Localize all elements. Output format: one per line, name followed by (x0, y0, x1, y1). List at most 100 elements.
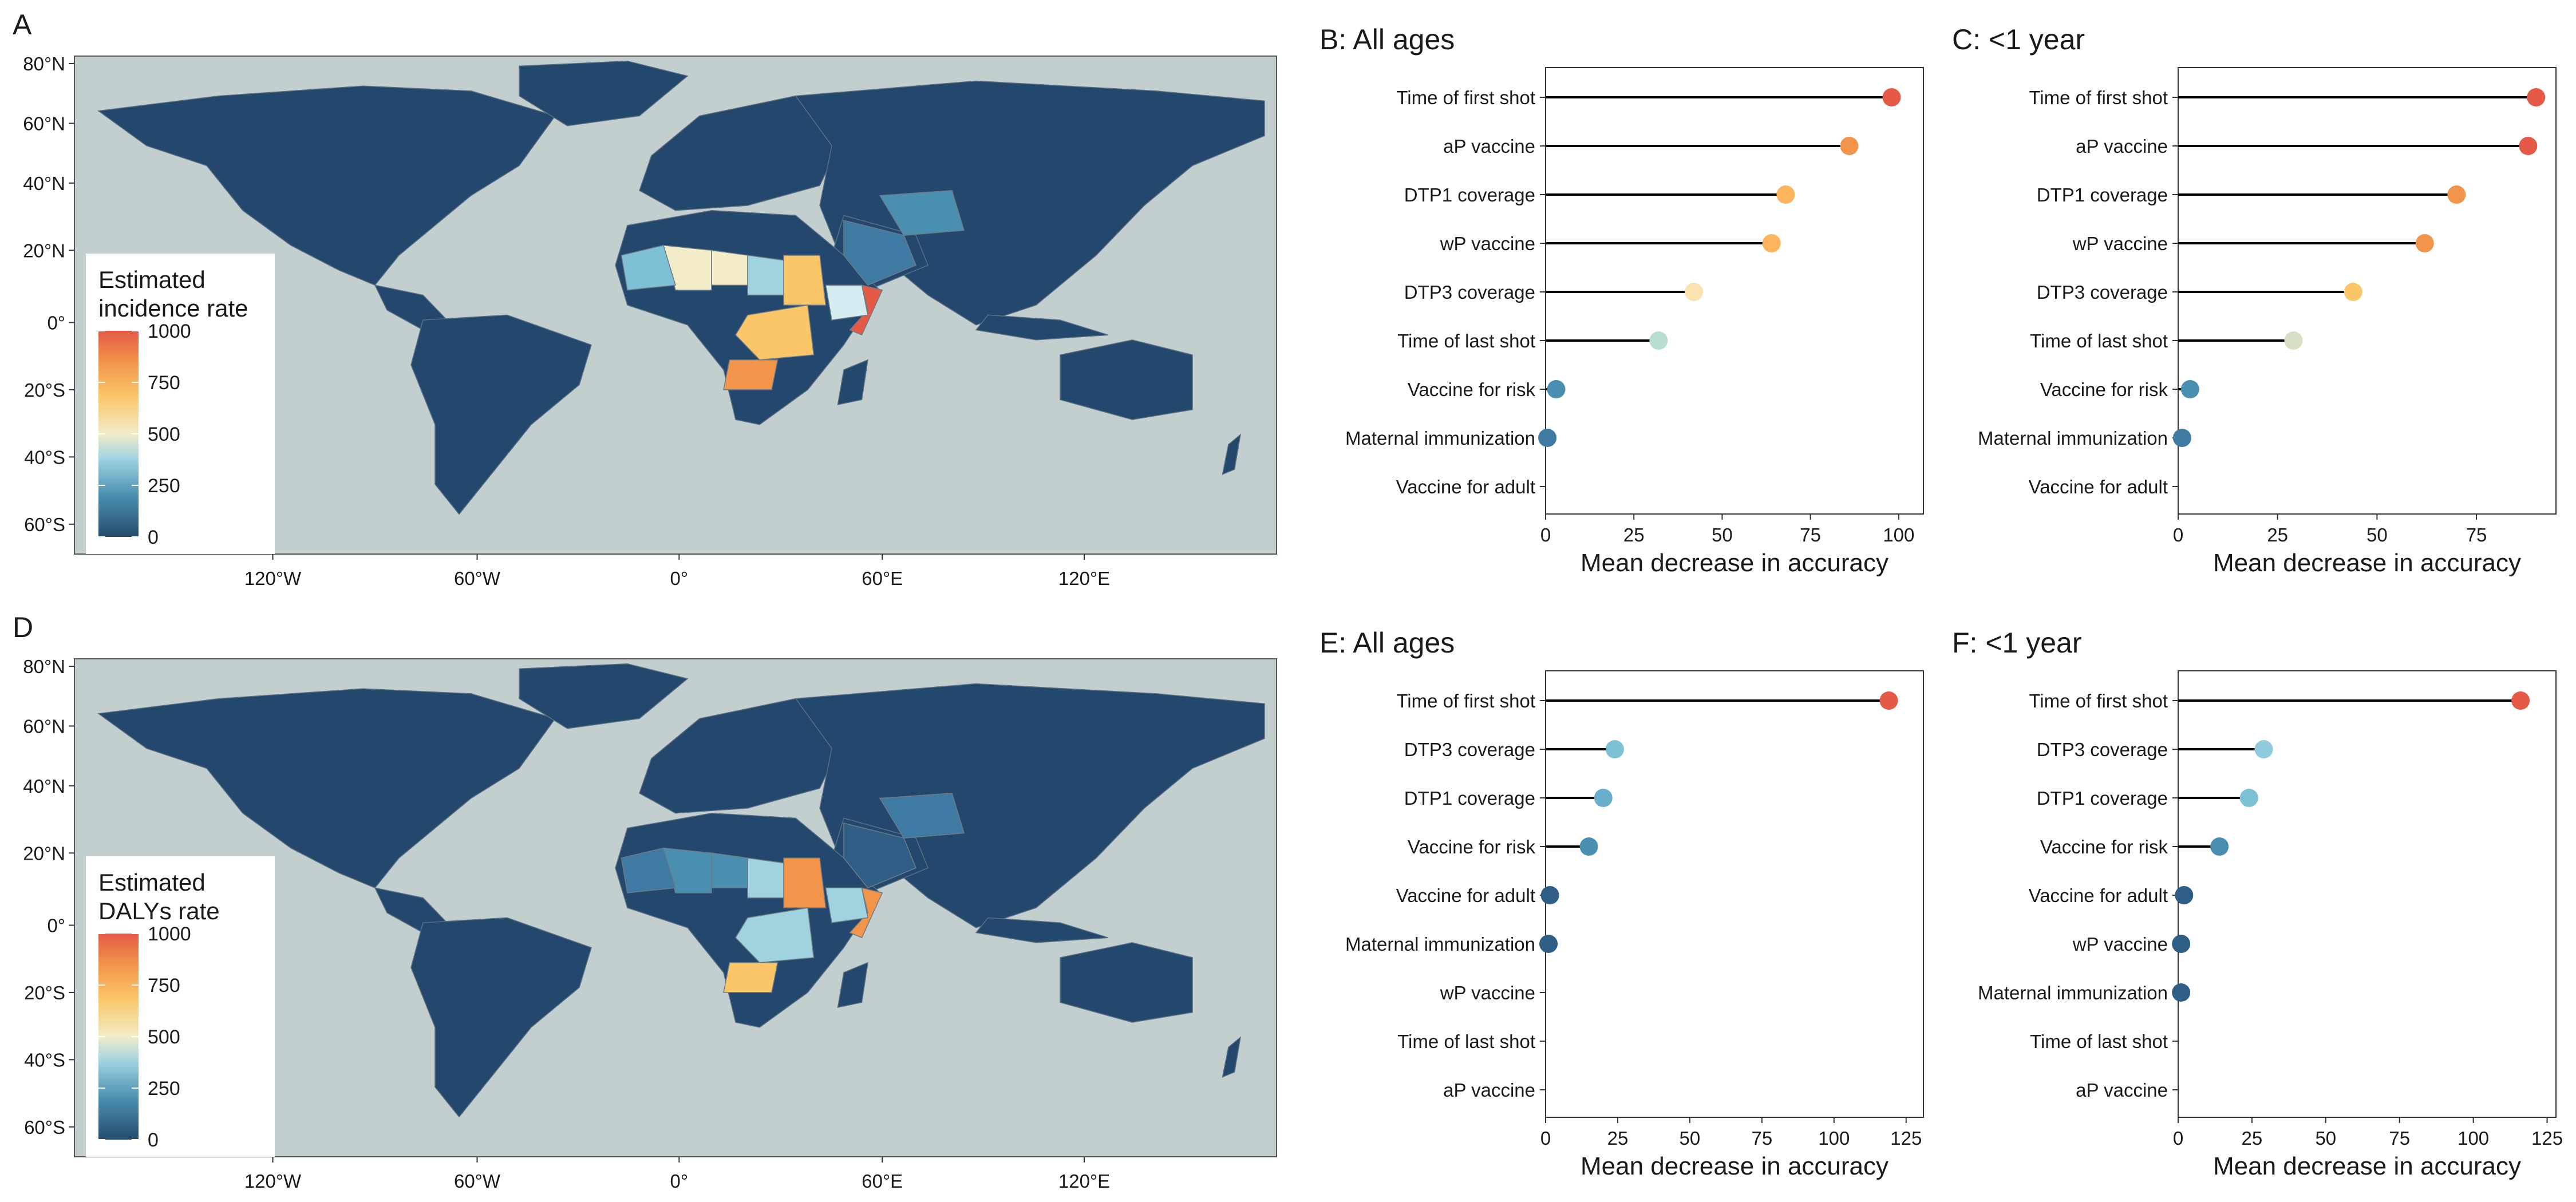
lollipop-point (2527, 88, 2546, 106)
lon-label: 60°E (862, 1171, 903, 1192)
lon-label: 120°E (1058, 568, 1110, 589)
panel-label: A (13, 9, 32, 41)
region-ethiopia (825, 284, 868, 321)
region-dr-congo (735, 305, 815, 361)
lollipop-point (1605, 740, 1624, 758)
lat-label: 20°N (23, 843, 65, 864)
category-label: DTP3 coverage (2037, 282, 2168, 303)
category-label: Time of last shot (1397, 330, 1535, 351)
region-ethiopia (825, 887, 868, 923)
lollipop-point (2519, 137, 2538, 155)
category-label: Vaccine for risk (2040, 836, 2168, 857)
category-label: DTP3 coverage (1404, 739, 1535, 760)
maps-layer: A 80°N 60°N 40°N 20°N 0° 20°S 40°S 60°S 120°W 60°W… (13, 9, 1277, 1192)
lollipop-point (2172, 983, 2191, 1002)
lat-label: 60°S (24, 1117, 65, 1138)
lat-label: 40°N (23, 776, 65, 797)
category-label: Maternal immunization (1978, 982, 2168, 1003)
lollipop-point (1540, 886, 1559, 904)
lat-label: 80°N (23, 656, 65, 677)
x-tick-label: 75 (2466, 524, 2487, 545)
region-dr-congo (735, 907, 815, 963)
lat-label: 0° (47, 915, 65, 936)
land-new-zealand (1222, 1036, 1242, 1078)
lollipop-point (1579, 837, 1598, 856)
lollipop-point (1879, 691, 1898, 710)
lon-label: 60°W (454, 1171, 501, 1192)
lollipop-point (2415, 234, 2434, 252)
lollipop-chart: B: All ages Time of first shot aP vaccine D… (1319, 23, 1924, 577)
category-label: Vaccine for adult (2029, 885, 2168, 906)
x-tick-label: 25 (2242, 1128, 2263, 1149)
lat-label: 60°N (23, 715, 65, 737)
lollipop-point (1649, 331, 1668, 350)
lollipop-point (1776, 185, 1795, 204)
region-chad (747, 857, 784, 899)
lollipop-chart: F: <1 year Time of first shot DTP3 coverag… (1952, 627, 2563, 1180)
legend-tick-label: 500 (148, 1026, 180, 1048)
plot-frame (2178, 670, 2557, 1118)
category-label: DTP1 coverage (1404, 184, 1535, 205)
region-central-asia (879, 793, 965, 839)
x-tick-label: 50 (1712, 524, 1733, 545)
legend-title: incidence rate (98, 295, 248, 322)
lon-label: 0° (670, 1171, 689, 1192)
x-tick-label: 75 (1800, 524, 1821, 545)
land-madagascar (837, 962, 868, 1008)
lat-label: 20°N (23, 240, 65, 261)
region-chad (747, 255, 784, 296)
chart-title: B: All ages (1319, 23, 1455, 56)
legend-tick-label: 250 (148, 1078, 180, 1100)
region-arabia (843, 220, 916, 286)
land-indonesia (975, 314, 1109, 341)
x-tick-label: 0 (2173, 524, 2183, 545)
x-tick-label: 100 (1818, 1128, 1850, 1149)
lollipop-point (2511, 691, 2530, 710)
land-indonesia (975, 917, 1109, 943)
x-tick-label: 75 (1752, 1128, 1773, 1149)
x-tick-label: 100 (2458, 1128, 2489, 1149)
land-north-america (97, 85, 556, 286)
category-label: aP vaccine (2076, 136, 2168, 157)
region-sudan (783, 255, 827, 306)
region-niger (711, 852, 748, 888)
lollipop-point (2172, 429, 2191, 447)
x-tick-label: 50 (2366, 524, 2388, 545)
x-tick-label: 0 (1540, 1128, 1551, 1149)
x-axis-label: Mean decrease in accuracy (2213, 1152, 2521, 1180)
charts-layer: B: All ages Time of first shot aP vaccine D… (1319, 23, 2563, 1180)
lat-label: 20°S (24, 982, 65, 1003)
category-label: Vaccine for adult (1396, 476, 1535, 497)
chart-title: F: <1 year (1952, 627, 2082, 659)
x-tick-label: 50 (1680, 1128, 1701, 1149)
x-tick-label: 25 (1607, 1128, 1629, 1149)
lollipop-point (1538, 429, 1557, 447)
category-label: Time of last shot (2030, 330, 2168, 351)
lollipop-chart: E: All ages Time of first shot DTP3 covera… (1319, 627, 1924, 1180)
category-label: Vaccine for adult (1396, 885, 1535, 906)
category-label: Time of first shot (1396, 87, 1535, 108)
lollipop-point (2210, 837, 2229, 856)
land-europe (639, 95, 844, 211)
category-label: DTP1 coverage (2037, 788, 2168, 809)
legend-title: Estimated (98, 266, 206, 293)
lat-label: 60°S (24, 514, 65, 535)
lollipop-point (1685, 283, 1704, 301)
lollipop-point (2254, 740, 2273, 758)
category-label: wP vaccine (1440, 233, 1535, 254)
lat-label: 40°S (24, 1049, 65, 1070)
category-label: DTP3 coverage (2037, 739, 2168, 760)
category-label: Vaccine for risk (2040, 379, 2168, 400)
x-axis-label: Mean decrease in accuracy (1581, 1152, 1888, 1180)
category-label: Vaccine for risk (1408, 379, 1536, 400)
category-label: Vaccine for risk (1408, 836, 1536, 857)
category-label: aP vaccine (1443, 136, 1535, 157)
land-greenland (519, 60, 689, 126)
lollipop-point (2239, 789, 2258, 807)
region-angola (723, 962, 779, 993)
lon-label: 120°W (244, 568, 302, 589)
land-south-america (410, 917, 592, 1118)
legend-tick-label: 0 (148, 1129, 159, 1151)
x-tick-label: 0 (1540, 524, 1551, 545)
